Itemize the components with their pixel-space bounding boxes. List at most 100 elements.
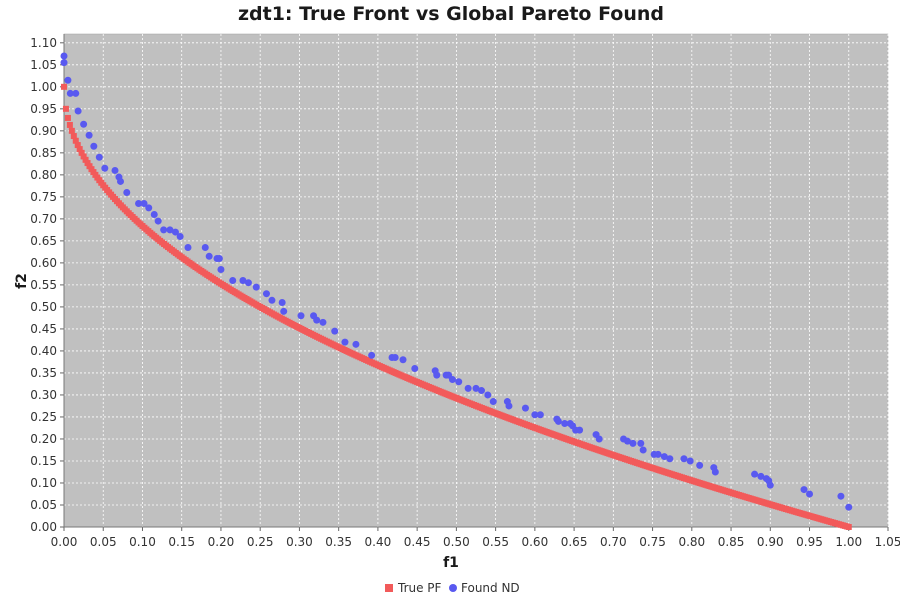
found-nd-point	[521, 404, 529, 412]
found-nd-point	[278, 299, 286, 307]
legend-label-found-nd: Found ND	[461, 581, 520, 595]
series-true-pf	[61, 83, 852, 530]
y-tick-label: 0.70	[30, 212, 57, 226]
found-nd-point	[680, 455, 688, 463]
found-nd-point	[66, 89, 74, 97]
found-nd-point	[268, 296, 276, 304]
found-nd-point	[623, 437, 631, 445]
x-tick-label: 0.00	[51, 535, 78, 549]
found-nd-point	[484, 391, 492, 399]
plot-area	[63, 33, 889, 528]
x-tick-label: 0.20	[208, 535, 235, 549]
x-tick-label: 0.60	[521, 535, 548, 549]
true-pf-point	[84, 160, 91, 167]
found-nd-point	[171, 228, 179, 236]
y-tick-label: 0.20	[30, 432, 57, 446]
found-nd-point	[64, 76, 72, 84]
true-pf-point	[74, 142, 81, 149]
x-tick-label: 0.15	[168, 535, 195, 549]
found-nd-point	[72, 89, 80, 97]
found-nd-point	[757, 472, 765, 480]
found-nd-point	[433, 371, 441, 379]
found-nd-point	[74, 107, 82, 115]
found-nd-point	[554, 417, 562, 425]
x-tick-label: 0.30	[286, 535, 313, 549]
found-nd-point	[313, 316, 321, 324]
found-nd-point	[135, 199, 143, 207]
found-nd-point	[95, 153, 103, 161]
x-tick-label: 0.10	[129, 535, 156, 549]
true-pf-point	[62, 105, 69, 112]
true-pf-point	[61, 83, 67, 90]
legend-swatch-found-nd	[449, 584, 457, 592]
found-nd-point	[201, 243, 209, 251]
true-pf-point	[64, 114, 71, 121]
y-tick-label: 0.00	[30, 520, 57, 534]
y-tick-label: 1.00	[30, 80, 57, 94]
y-tick-label: 0.75	[30, 190, 57, 204]
found-nd-point	[505, 402, 513, 410]
x-axis-label: f1	[443, 555, 459, 571]
series-found-nd	[60, 52, 853, 511]
found-nd-point	[217, 265, 225, 273]
grid	[63, 34, 889, 528]
found-nd-point	[837, 492, 845, 500]
found-nd-point	[660, 453, 668, 461]
y-tick-label: 0.80	[30, 168, 57, 182]
found-nd-point	[800, 486, 808, 494]
x-tick-label: 0.90	[757, 535, 784, 549]
x-tick-label: 1.00	[835, 535, 862, 549]
found-nd-point	[331, 327, 339, 335]
x-tick-label: 0.35	[325, 535, 352, 549]
x-axis: 0.00 0.05 0.10 0.15 0.20 0.25 0.30 0.35 0.40 0.45…	[51, 526, 900, 549]
x-tick-label: 0.95	[796, 535, 823, 549]
true-pf-point	[78, 149, 85, 156]
x-tick-label: 0.25	[247, 535, 274, 549]
found-nd-point	[60, 59, 68, 67]
y-tick-label: 0.45	[30, 322, 57, 336]
y-tick-label: 0.40	[30, 344, 57, 358]
y-tick-label: 0.50	[30, 300, 57, 314]
chart-title: zdt1: True Front vs Global Pareto Found	[238, 3, 664, 25]
x-tick-label: 0.40	[365, 535, 392, 549]
found-nd-point	[806, 490, 814, 498]
y-tick-label: 1.10	[30, 36, 57, 50]
found-nd-point	[262, 290, 270, 298]
found-nd-point	[352, 340, 360, 348]
found-nd-point	[90, 142, 98, 150]
found-nd-point	[639, 446, 647, 454]
found-nd-point	[319, 318, 327, 326]
found-nd-point	[297, 312, 305, 320]
found-nd-point	[145, 204, 153, 212]
true-pf-point	[76, 146, 83, 153]
found-nd-point	[154, 217, 162, 225]
found-nd-point	[536, 411, 544, 419]
true-pf-point	[70, 133, 77, 140]
y-tick-label: 0.05	[30, 498, 57, 512]
found-nd-point	[464, 384, 472, 392]
found-nd-point	[215, 254, 223, 262]
found-nd-point	[239, 277, 247, 284]
y-tick-label: 0.95	[30, 102, 57, 116]
found-nd-point	[595, 435, 603, 443]
found-nd-point	[229, 277, 237, 284]
found-nd-point	[766, 481, 774, 489]
x-tick-label: 0.55	[482, 535, 509, 549]
legend-label-true-pf: True PF	[397, 581, 442, 595]
y-tick-label: 0.30	[30, 388, 57, 402]
found-nd-point	[252, 283, 260, 291]
y-tick-label: 0.85	[30, 146, 57, 160]
found-nd-point	[489, 398, 497, 406]
found-nd-point	[160, 226, 168, 234]
found-nd-point	[561, 420, 569, 428]
y-axis-label: f2	[14, 273, 30, 289]
y-tick-label: 0.90	[30, 124, 57, 138]
found-nd-point	[111, 166, 119, 174]
y-tick-label: 1.05	[30, 58, 57, 72]
x-tick-label: 0.05	[90, 535, 117, 549]
found-nd-point	[629, 439, 637, 447]
x-tick-label: 0.65	[561, 535, 588, 549]
y-tick-label: 0.65	[30, 234, 57, 248]
found-nd-point	[576, 426, 584, 434]
legend-swatch-true-pf	[385, 584, 393, 592]
